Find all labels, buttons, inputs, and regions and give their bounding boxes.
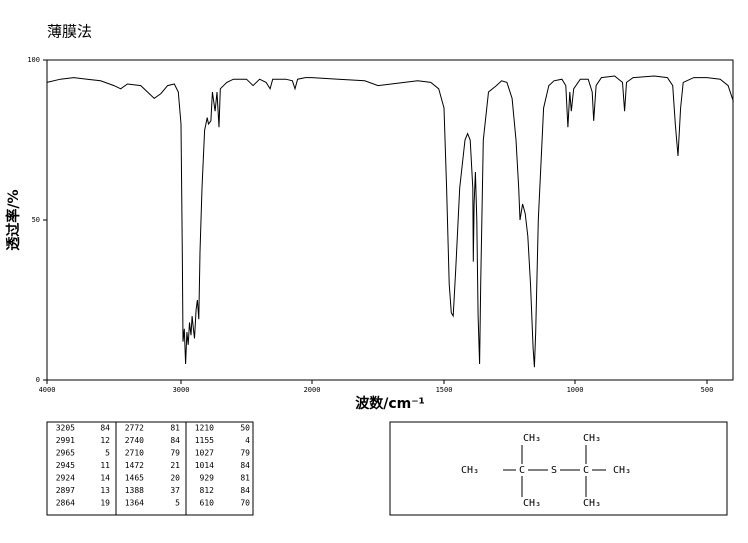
table-cell: 812 (200, 486, 215, 495)
atom-label: CH₃ (523, 498, 541, 509)
x-tick-label: 1000 (567, 386, 584, 394)
table-cell: 79 (170, 449, 180, 458)
table-cell: 2924 (56, 474, 75, 483)
table-cell: 81 (170, 424, 180, 433)
table-cell: 21 (170, 461, 180, 470)
table-cell: 81 (240, 474, 250, 483)
table-cell: 84 (240, 461, 250, 470)
x-tick-label: 3000 (173, 386, 190, 394)
table-cell: 2945 (56, 461, 75, 470)
table-cell: 84 (240, 486, 250, 495)
x-axis-label: 波数/cm⁻¹ (355, 395, 425, 412)
table-cell: 5 (105, 449, 110, 458)
table-cell: 79 (240, 449, 250, 458)
table-cell: 84 (100, 424, 110, 433)
table-cell: 1027 (195, 449, 214, 458)
table-cell: 2740 (125, 436, 144, 445)
atom-label: CH₃ (583, 498, 601, 509)
table-cell: 5 (175, 499, 180, 508)
table-cell: 19 (100, 499, 110, 508)
table-cell: 37 (170, 486, 180, 495)
table-cell: 1465 (125, 474, 144, 483)
atom-label: CH₃ (583, 433, 601, 444)
table-cell: 11 (100, 461, 110, 470)
y-tick-label: 0 (36, 376, 40, 384)
table-cell: 2897 (56, 486, 75, 495)
spectrum-line (46, 75, 734, 368)
table-cell: 20 (170, 474, 180, 483)
bonds (503, 445, 606, 497)
table-cell: 2864 (56, 499, 75, 508)
table-cell: 50 (240, 424, 250, 433)
table-cell: 1155 (195, 436, 214, 445)
atom-label: C (519, 465, 525, 476)
table-cell: 2965 (56, 449, 75, 458)
x-tick-label: 1500 (436, 386, 453, 394)
atom-label: CH₃ (523, 433, 541, 444)
structure-frame (389, 421, 728, 516)
table-cell: 4 (245, 436, 250, 445)
y-tick-label: 100 (27, 56, 40, 64)
y-axis-label: 透过率/% (5, 189, 22, 250)
table-cell: 3205 (56, 424, 75, 433)
table-cell: 610 (200, 499, 215, 508)
table-cell: 929 (200, 474, 215, 483)
atom-label: CH₃ (613, 465, 631, 476)
x-tick-label: 4000 (39, 386, 56, 394)
peak-table-frame (46, 421, 254, 516)
table-cell: 1472 (125, 461, 144, 470)
atom-label: C (583, 465, 589, 476)
table-cell: 1014 (195, 461, 214, 470)
chart-title: 薄膜法 (47, 23, 92, 41)
x-tick-label: 500 (701, 386, 714, 394)
table-cell: 14 (100, 474, 110, 483)
table-cell: 1210 (195, 424, 214, 433)
table-cell: 13 (100, 486, 110, 495)
table-cell: 12 (100, 436, 110, 445)
table-cell: 70 (240, 499, 250, 508)
y-tick-label: 50 (32, 216, 40, 224)
table-cell: 2772 (125, 424, 144, 433)
table-cell: 2991 (56, 436, 75, 445)
table-cell: 1388 (125, 486, 144, 495)
x-tick-label: 2000 (304, 386, 321, 394)
table-cell: 84 (170, 436, 180, 445)
table-cell: 2710 (125, 449, 144, 458)
plot-frame (46, 59, 734, 381)
atom-label: S (551, 465, 557, 476)
atom-label: CH₃ (461, 465, 479, 476)
table-cell: 1364 (125, 499, 144, 508)
